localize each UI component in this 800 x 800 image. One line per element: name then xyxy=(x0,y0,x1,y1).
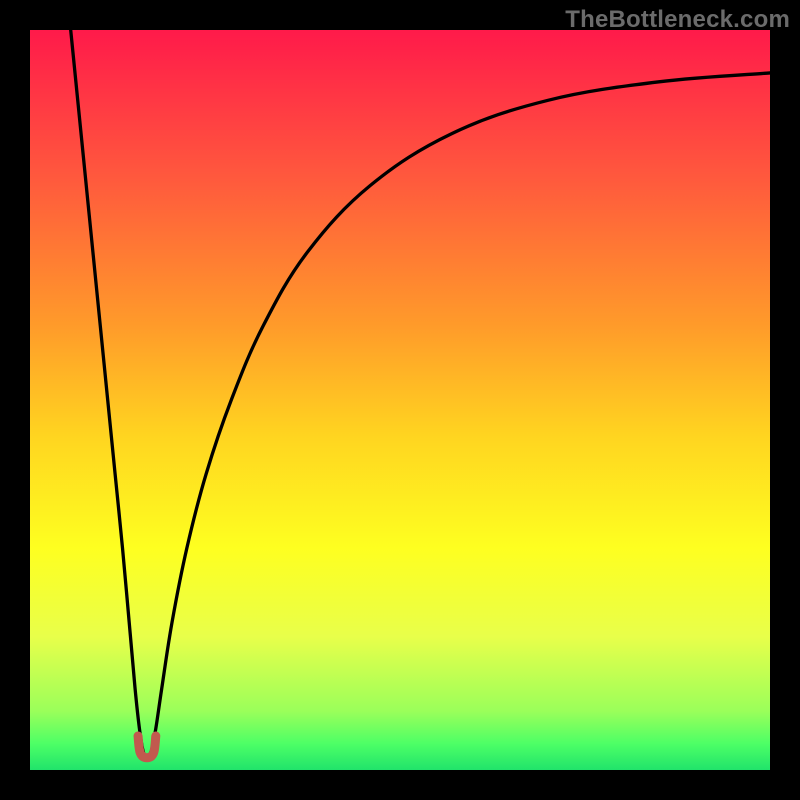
chart-canvas xyxy=(0,0,800,800)
chart-root: TheBottleneck.com xyxy=(0,0,800,800)
heatmap-background xyxy=(30,30,770,770)
watermark-text: TheBottleneck.com xyxy=(565,6,790,34)
